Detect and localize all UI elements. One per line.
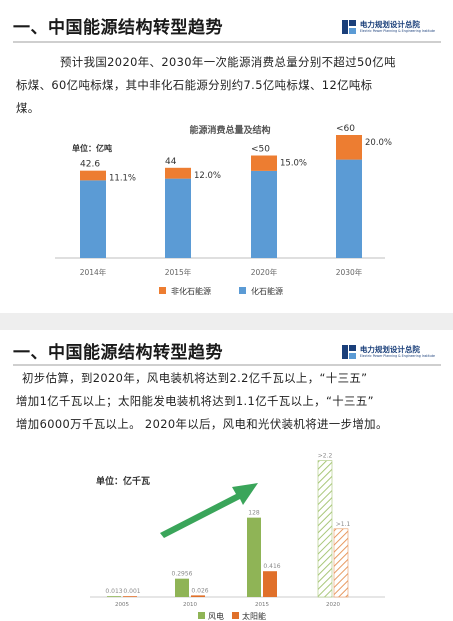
wind-value-label: >2.2 (318, 453, 333, 460)
bar-wind-2020 (317, 460, 333, 598)
institute-logo: 电力规划设计总院 Electric Power Planning & Engin… (341, 345, 435, 359)
chart-title: 能源消费总量及结构 (189, 124, 270, 136)
logo-english: Electric Power Planning & Engineering In… (359, 28, 435, 33)
bar-nonfossil-2014年 (80, 170, 106, 181)
solar-value-label: 0.416 (263, 563, 280, 570)
chart-unit-label: 单位：亿千瓦 (96, 475, 150, 487)
total-label: <60 (336, 124, 355, 134)
para-line: 增加1亿千瓦以上；太阳能发电装机将达到1.1亿千瓦以上，“十三五” (16, 394, 374, 408)
x-tick-label: 2030年 (336, 267, 363, 277)
bar-fossil-2015年 (165, 178, 191, 258)
x-tick-label: 2015年 (165, 267, 192, 277)
share-label: 12.0% (194, 171, 221, 181)
share-label: 15.0% (280, 159, 307, 169)
institute-logo-icon (341, 345, 356, 359)
bar-fossil-2030年 (336, 159, 362, 258)
bar-nonfossil-2030年 (336, 135, 362, 160)
x-tick-label: 2014年 (80, 267, 107, 277)
slide-separator (0, 313, 453, 330)
title-rule (13, 364, 441, 366)
para-line: 标煤、60亿吨标煤，其中非化石能源分别约7.5亿吨标煤、12亿吨标 (16, 78, 373, 92)
slide-energy-consumption: 一、中国能源结构转型趋势 电力规划设计总院 Electric Power Pla… (13, 18, 441, 296)
bar-nonfossil-2020年 (251, 155, 277, 171)
chart-legend: 风电 太阳能 (198, 611, 266, 621)
bar-solar-2005 (123, 596, 137, 597)
total-label: <50 (251, 145, 270, 155)
wind-value-label: 0.2956 (172, 571, 193, 578)
growth-arrow-icon (160, 483, 258, 538)
logo-name: 电力规划设计总院 (359, 20, 420, 30)
bar-wind-2015 (247, 517, 261, 597)
legend-label-wind: 风电 (208, 611, 224, 621)
share-label: 11.1% (109, 174, 136, 184)
legend-label-fossil: 化石能源 (251, 286, 283, 296)
solar-value-label: 0.001 (123, 588, 140, 595)
slide-title: 一、中国能源结构转型趋势 (13, 343, 223, 363)
x-tick-label: 2015 (255, 602, 269, 608)
intro-paragraph: 预计我国2020年、2030年一次能源消费总量分别不超过50亿吨 标煤、60亿吨… (16, 51, 441, 120)
para-line: 煤。 (16, 101, 40, 115)
bar-fossil-2014年 (80, 180, 106, 258)
bar-solar-2015 (263, 571, 277, 597)
bar-nonfossil-2015年 (165, 167, 191, 179)
solar-value-label: 0.026 (191, 587, 208, 594)
solar-value-label: >1.1 (336, 521, 351, 528)
slide-title: 一、中国能源结构转型趋势 (13, 18, 223, 38)
para-line: 初步估算，到2020年，风电装机将达到2.2亿千瓦以上，“十三五” (22, 371, 368, 385)
renewable-capacity-chart: 单位：亿千瓦 0.013 0.001 2005 0.2956 0.026 2010 128 0… (90, 453, 385, 621)
logo-name: 电力规划设计总院 (359, 345, 420, 355)
intro-paragraph: 初步估算，到2020年，风电装机将达到2.2亿千瓦以上，“十三五” 增加1亿千瓦… (16, 367, 441, 436)
share-label: 20.0% (365, 138, 392, 148)
energy-consumption-chart: 能源消费总量及结构 单位：亿吨 42.6 11.1% 2014年 44 12.0% 201… (55, 124, 392, 296)
x-tick-label: 2005 (115, 602, 129, 608)
bar-wind-2010 (175, 578, 189, 597)
legend-label-nonfossil: 非化石能源 (171, 286, 211, 296)
x-tick-label: 2020年 (251, 267, 278, 277)
x-tick-label: 2010 (183, 602, 197, 608)
bar-solar-2020 (333, 528, 349, 598)
slide-renewable-capacity: 一、中国能源结构转型趋势 电力规划设计总院 Electric Power Pla… (0, 330, 453, 621)
total-label: 44 (165, 157, 177, 167)
bar-solar-2010 (191, 595, 205, 597)
institute-logo-icon (341, 20, 356, 34)
logo-english: Electric Power Planning & Engineering In… (359, 353, 435, 358)
legend-swatch-fossil (239, 287, 246, 294)
wind-value-label: 0.013 (105, 588, 122, 595)
bar-wind-2005 (107, 596, 121, 597)
institute-logo: 电力规划设计总院 Electric Power Planning & Engin… (341, 20, 435, 34)
chart-legend: 非化石能源 化石能源 (159, 286, 283, 296)
bar-fossil-2020年 (251, 170, 277, 258)
legend-swatch-solar (232, 612, 239, 619)
legend-swatch-wind (198, 612, 205, 619)
para-line: 预计我国2020年、2030年一次能源消费总量分别不超过50亿吨 (60, 55, 396, 69)
para-line: 增加6000万千瓦以上。 2020年以后，风电和光伏装机将进一步增加。 (16, 417, 388, 431)
wind-value-label: 128 (248, 510, 260, 517)
total-label: 42.6 (80, 160, 100, 170)
title-rule (13, 41, 441, 43)
legend-label-solar: 太阳能 (242, 611, 266, 621)
legend-swatch-nonfossil (159, 287, 166, 294)
chart-unit-label: 单位：亿吨 (72, 143, 112, 153)
x-tick-label: 2020 (326, 602, 340, 608)
